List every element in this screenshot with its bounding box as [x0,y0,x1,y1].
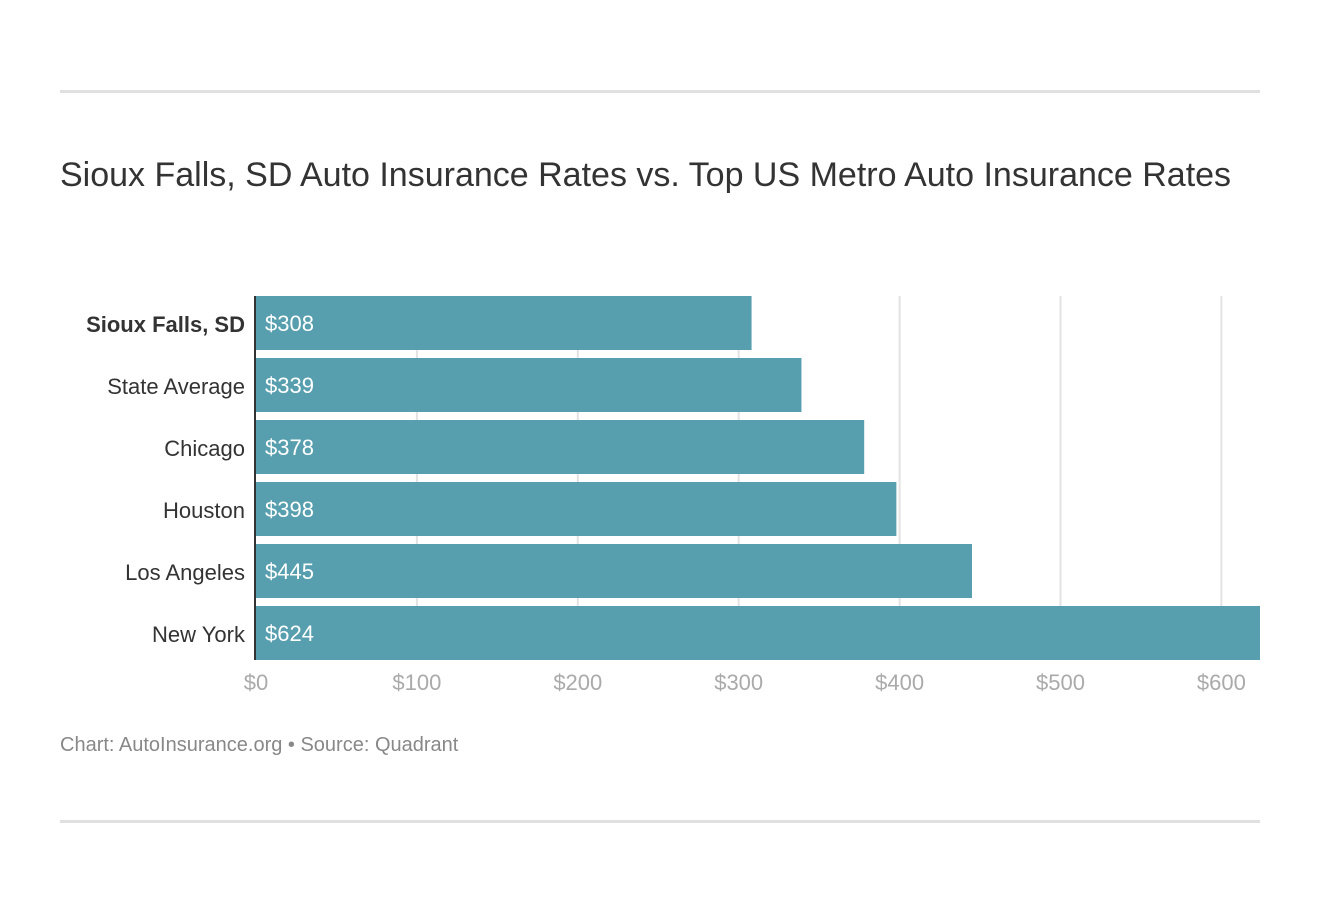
x-tick-label: $0 [244,670,268,695]
bottom-divider [60,820,1260,823]
bar-value-label: $445 [265,559,314,584]
top-divider [60,90,1260,93]
y-category-label: Chicago [164,436,245,461]
y-category-label: New York [152,622,246,647]
bar [256,544,972,598]
x-tick-label: $600 [1197,670,1246,695]
x-tick-label: $500 [1036,670,1085,695]
bar [256,606,1260,660]
chart-title: Sioux Falls, SD Auto Insurance Rates vs.… [60,156,1232,194]
x-tick-label: $400 [875,670,924,695]
x-tick-label: $300 [714,670,763,695]
y-category-label: State Average [107,374,245,399]
bar-value-label: $378 [265,435,314,460]
x-tick-label: $200 [553,670,602,695]
y-category-label: Los Angeles [125,560,245,585]
bar [256,296,752,350]
y-category-label: Houston [163,498,245,523]
bar [256,358,802,412]
bar-value-label: $308 [265,311,314,336]
y-category-label: Sioux Falls, SD [86,312,245,337]
bar [256,420,865,474]
bar [256,482,897,536]
bar-value-label: $398 [265,497,314,522]
bar-value-label: $339 [265,373,314,398]
bar-value-label: $624 [265,621,314,646]
chart-footer: Chart: AutoInsurance.org • Source: Quadr… [60,734,459,756]
x-tick-label: $100 [392,670,441,695]
